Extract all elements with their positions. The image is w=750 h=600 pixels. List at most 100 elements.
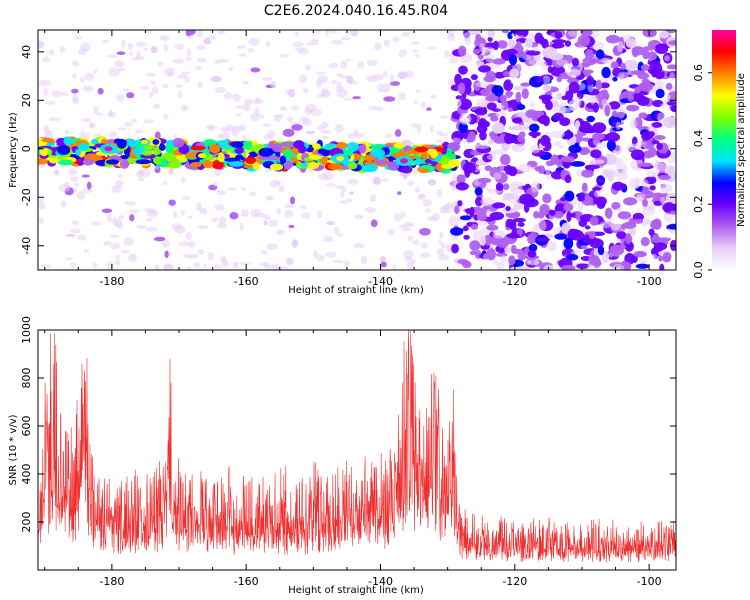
noise-blob <box>240 187 246 191</box>
noise-blob <box>551 39 567 44</box>
noise-blob <box>181 71 191 75</box>
noise-blob <box>244 98 253 106</box>
noise-blob <box>458 65 468 75</box>
x-tick-label: -100 <box>637 275 662 288</box>
noise-blob <box>627 105 635 111</box>
noise-blob <box>598 77 610 83</box>
noise-blob <box>316 78 323 88</box>
noise-blob <box>568 81 580 94</box>
noise-blob <box>79 77 86 83</box>
noise-blob <box>628 227 637 236</box>
noise-blob <box>218 216 227 225</box>
noise-blob <box>645 142 653 150</box>
noise-blob <box>401 227 412 232</box>
noise-blob <box>659 263 665 270</box>
noise-blob <box>131 57 140 61</box>
noise-blob <box>176 74 189 79</box>
noise-blob <box>324 30 329 37</box>
noise-blob <box>509 54 518 66</box>
noise-blob <box>651 122 663 128</box>
noise-blob <box>448 57 459 64</box>
x-tick-label: -160 <box>234 575 259 588</box>
noise-blob <box>531 132 538 139</box>
noise-blob <box>205 125 218 130</box>
noise-blob <box>108 234 120 238</box>
noise-blob <box>660 103 667 109</box>
noise-blob <box>491 85 504 97</box>
noise-blob <box>365 75 373 82</box>
noise-blob <box>187 215 193 219</box>
noise-blob <box>219 131 231 141</box>
noise-blob <box>497 261 505 270</box>
noise-blob <box>560 155 575 163</box>
noise-blob <box>584 49 594 61</box>
noise-blob <box>589 216 599 226</box>
noise-blob <box>328 62 339 69</box>
noise-blob <box>255 96 261 103</box>
noise-blob <box>574 120 581 130</box>
noise-blob <box>604 104 611 117</box>
noise-blob <box>615 162 628 174</box>
noise-blob <box>499 94 507 103</box>
noise-blob <box>568 144 582 154</box>
noise-blob <box>295 31 300 36</box>
noise-blob <box>316 254 325 262</box>
y-tick-label: 20 <box>20 93 33 107</box>
noise-blob <box>550 170 564 180</box>
noise-blob <box>469 240 481 251</box>
noise-blob <box>279 54 290 58</box>
noise-blob <box>108 131 118 138</box>
noise-blob <box>352 96 361 100</box>
noise-blob <box>74 35 83 40</box>
noise-blob <box>610 61 619 70</box>
noise-blob <box>278 185 285 193</box>
echo-blob <box>269 163 284 171</box>
noise-blob <box>534 110 545 117</box>
noise-blob <box>510 188 524 194</box>
echo-blob <box>252 162 261 171</box>
y-tick-label: 400 <box>20 464 33 485</box>
noise-blob <box>601 66 611 79</box>
noise-blob <box>240 209 249 217</box>
echo-blob <box>41 137 55 143</box>
noise-blob <box>570 161 585 167</box>
noise-blob <box>610 157 624 165</box>
snr-y-ticks: 200 400 600 800 1000 <box>20 316 676 533</box>
noise-blob <box>72 97 80 104</box>
noise-blob <box>560 169 566 180</box>
noise-blob <box>595 79 602 91</box>
noise-blob <box>41 56 51 63</box>
noise-blob <box>392 264 397 270</box>
noise-blob <box>532 46 539 52</box>
noise-blob <box>592 257 601 268</box>
noise-blob <box>519 193 534 205</box>
colorbar-tick-label: 0.2 <box>692 195 705 213</box>
noise-blob <box>444 50 450 58</box>
noise-blob <box>406 261 414 270</box>
noise-blob <box>106 261 114 270</box>
noise-blob <box>592 186 601 192</box>
noise-blob <box>601 98 609 107</box>
noise-blob <box>239 53 247 57</box>
noise-blob <box>623 59 639 71</box>
noise-blob <box>228 66 234 72</box>
noise-blob <box>236 112 242 117</box>
noise-blob <box>636 96 650 107</box>
noise-blob <box>476 124 488 134</box>
echo-blob <box>190 145 206 151</box>
noise-blob <box>197 225 209 230</box>
noise-blob <box>387 228 395 236</box>
noise-blob <box>642 30 657 38</box>
noise-blob <box>373 42 382 51</box>
noise-blob <box>345 198 354 203</box>
echo-blob <box>420 151 429 160</box>
noise-blob <box>420 242 428 249</box>
noise-blob <box>604 207 613 219</box>
noise-blob <box>60 91 69 97</box>
echo-blob <box>116 138 127 149</box>
noise-blob <box>549 209 556 216</box>
noise-blob <box>394 129 402 137</box>
noise-blob <box>429 124 434 134</box>
noise-blob <box>510 76 519 85</box>
noise-blob <box>60 200 67 208</box>
